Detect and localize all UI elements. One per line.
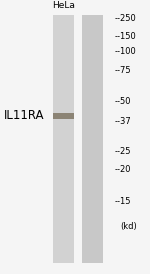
Text: --250: --250 bbox=[115, 14, 137, 23]
Bar bbox=[82, 15, 103, 263]
Bar bbox=[53, 113, 74, 119]
Text: --37: --37 bbox=[115, 117, 132, 126]
Text: (kd): (kd) bbox=[120, 222, 137, 231]
Text: --50: --50 bbox=[115, 96, 131, 105]
Text: --150: --150 bbox=[115, 32, 137, 41]
Text: --75: --75 bbox=[115, 66, 132, 75]
Text: IL11RA: IL11RA bbox=[4, 109, 45, 122]
Text: HeLa: HeLa bbox=[52, 1, 75, 10]
Text: --15: --15 bbox=[115, 196, 131, 206]
Text: --25: --25 bbox=[115, 147, 131, 156]
Text: --20: --20 bbox=[115, 165, 131, 175]
Bar bbox=[53, 15, 74, 263]
Text: --100: --100 bbox=[115, 47, 137, 56]
